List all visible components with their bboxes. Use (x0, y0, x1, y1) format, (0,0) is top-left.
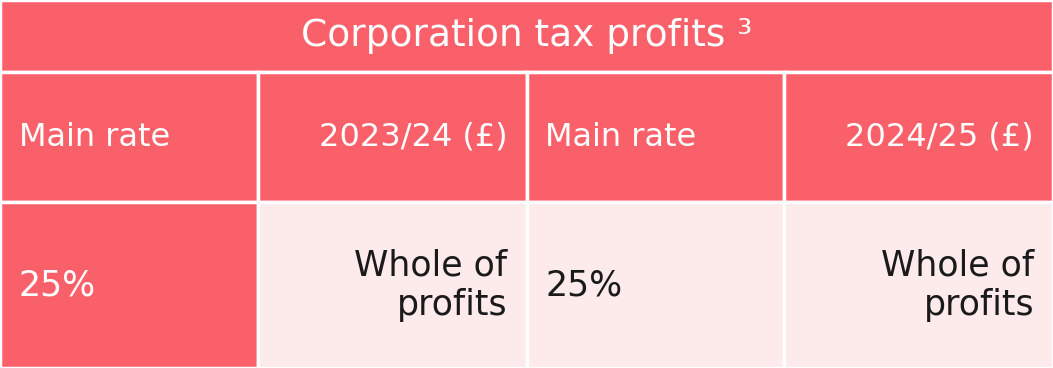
Bar (526, 72, 784, 202)
Bar (784, 202, 1053, 368)
Text: Corporation tax profits ³: Corporation tax profits ³ (301, 18, 752, 54)
Bar (0, 72, 258, 202)
Text: Whole of
profits: Whole of profits (355, 248, 508, 322)
Bar (0, 0, 1053, 72)
Text: Whole of
profits: Whole of profits (881, 248, 1034, 322)
Bar (784, 72, 1053, 202)
Text: 25%: 25% (545, 268, 622, 302)
Text: Main rate: Main rate (19, 121, 171, 153)
Text: 2023/24 (£): 2023/24 (£) (319, 121, 508, 153)
Text: 2024/25 (£): 2024/25 (£) (846, 121, 1034, 153)
Text: Main rate: Main rate (545, 121, 697, 153)
Text: 25%: 25% (19, 268, 96, 302)
Bar (258, 72, 526, 202)
Bar (0, 202, 258, 368)
Bar (258, 202, 526, 368)
Bar (526, 202, 784, 368)
